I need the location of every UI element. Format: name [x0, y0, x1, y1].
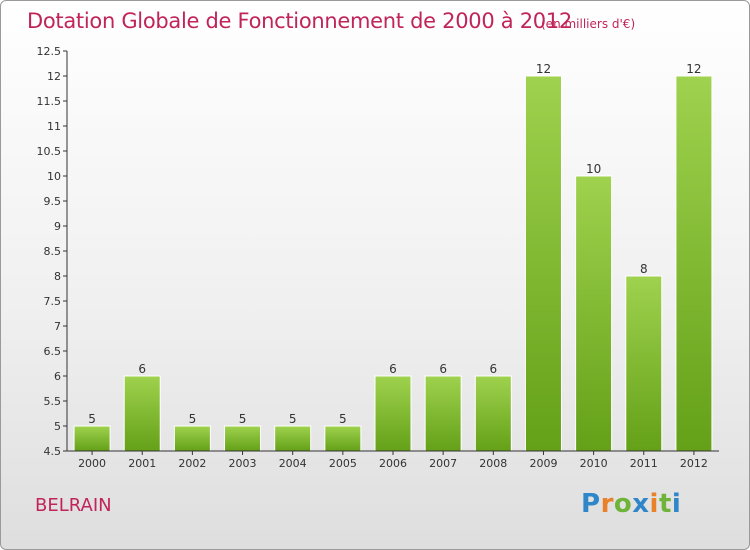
- bar-2004: [274, 425, 312, 452]
- data-label-2002: 5: [189, 412, 197, 426]
- y-tick-label-11: 11: [47, 120, 61, 133]
- y-tick-label-10.5: 10.5: [37, 145, 62, 158]
- y-tick-label-4.5: 4.5: [44, 445, 62, 458]
- bar-2005: [324, 425, 362, 452]
- proxiti-logo: Proxiti: [581, 489, 682, 519]
- bar-2008: [474, 375, 512, 452]
- x-tick-label-2012: 2012: [680, 457, 708, 470]
- bar-2000: [73, 425, 111, 452]
- y-tick-label-9: 9: [54, 220, 61, 233]
- x-tick-label-2009: 2009: [529, 457, 557, 470]
- data-label-2007: 6: [439, 362, 447, 376]
- bar-2001: [123, 375, 161, 452]
- y-tick-label-5: 5: [54, 420, 61, 433]
- data-label-2010: 10: [586, 162, 601, 176]
- data-label-2009: 12: [536, 62, 551, 76]
- bar-2007: [424, 375, 462, 452]
- x-tick-label-2008: 2008: [479, 457, 507, 470]
- y-tick-label-7.5: 7.5: [44, 295, 62, 308]
- axis-layer: 2000 2001 2002 2003 2004 2005 2006 2007 2008 2009…: [37, 45, 719, 470]
- data-label-2006: 6: [389, 362, 397, 376]
- data-label-2001: 6: [138, 362, 146, 376]
- x-tick-label-2011: 2011: [630, 457, 658, 470]
- data-label-2004: 5: [289, 412, 297, 426]
- y-tick-label-6: 6: [54, 370, 61, 383]
- data-label-2011: 8: [640, 262, 648, 276]
- x-tick-label-2006: 2006: [379, 457, 407, 470]
- x-tick-label-2001: 2001: [128, 457, 156, 470]
- data-label-2003: 5: [239, 412, 247, 426]
- bar-2003: [224, 425, 262, 452]
- y-tick-label-10: 10: [47, 170, 61, 183]
- bar-2002: [173, 425, 211, 452]
- x-tick-label-2002: 2002: [178, 457, 206, 470]
- data-label-2012: 12: [686, 62, 701, 76]
- bar-2010: [575, 175, 613, 452]
- x-tick-label-2004: 2004: [279, 457, 307, 470]
- chart-title: Dotation Globale de Fonctionnement de 20…: [27, 9, 572, 33]
- bar-2009: [524, 75, 562, 452]
- commune-name: BELRAIN: [35, 495, 112, 516]
- chart-subtitle: (en milliers d'€): [541, 17, 636, 31]
- bars-layer: 5 6 5 5 5 5 6 6 6 12 10 8 12: [73, 62, 713, 452]
- y-tick-label-6.5: 6.5: [44, 345, 62, 358]
- data-label-2000: 5: [88, 412, 96, 426]
- x-tick-label-2003: 2003: [229, 457, 257, 470]
- y-tick-label-8.5: 8.5: [44, 245, 62, 258]
- x-tick-label-2000: 2000: [78, 457, 106, 470]
- y-tick-label-12: 12: [47, 70, 61, 83]
- y-tick-label-5.5: 5.5: [44, 395, 62, 408]
- x-tick-label-2007: 2007: [429, 457, 457, 470]
- x-tick-label-2005: 2005: [329, 457, 357, 470]
- x-tick-label-2010: 2010: [580, 457, 608, 470]
- data-label-2008: 6: [489, 362, 497, 376]
- y-tick-label-7: 7: [54, 320, 61, 333]
- bar-2011: [625, 275, 663, 452]
- y-tick-label-9.5: 9.5: [44, 195, 62, 208]
- y-tick-label-11.5: 11.5: [37, 95, 62, 108]
- bar-2006: [374, 375, 412, 452]
- y-tick-label-8: 8: [54, 270, 61, 283]
- bar-2012: [675, 75, 713, 452]
- data-label-2005: 5: [339, 412, 347, 426]
- y-tick-label-12.5: 12.5: [37, 45, 62, 58]
